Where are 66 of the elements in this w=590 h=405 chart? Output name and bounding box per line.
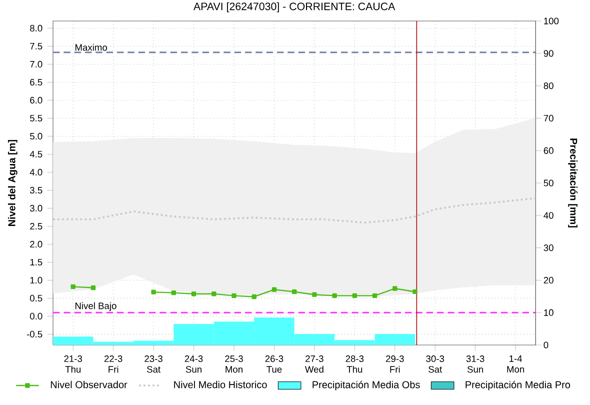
y-tick-label: 3.0 [30,204,42,212]
y2-tick-label: 10 [544,309,554,316]
x-tick-label: 21-3 Thu [64,355,82,373]
x-tick-label: 28-3 Thu [346,355,364,373]
y-axis-title: Nivel del Agua [m] [8,140,18,226]
legend-label: Precipitación Media Pro [466,380,570,390]
point [151,290,156,294]
y-tick-label: 3.5 [30,186,42,194]
point [312,292,317,297]
y-tick-label: 4.0 [30,168,42,176]
point [191,292,196,296]
x-tick-label: 1-4 Mon [507,355,524,373]
point [70,284,76,290]
y-tick-label: 6.5 [30,78,42,86]
x-tick-label: 31-3 Sun [466,355,484,373]
y-tick-label: 2.0 [30,240,42,248]
point [412,289,418,294]
y-tick-label: 1.5 [30,258,42,266]
y2-tick-label: 40 [544,212,554,219]
y2-axis-title: Precipitación [mm] [568,138,578,228]
point [392,286,398,291]
point [212,292,216,296]
chart-title: APAVI [26247030] - CORRIENTE: CAUCA [193,2,396,12]
point [171,290,176,296]
y2-tick-label: 70 [544,114,554,122]
y-tick-label: 2.5 [30,222,42,230]
y2-tick-label: 90 [544,50,554,57]
y-tick-label: 6.0 [30,96,42,104]
y-tick-label: 5.0 [30,132,42,140]
point [90,285,96,290]
y-tick-label: 4.5 [30,150,42,158]
y-tick-label: 7.0 [30,60,42,68]
y2-tick-label: 0 [544,342,548,348]
y-tick-label: 8.0 [30,24,42,32]
y-tick-label: -0.5 [26,330,42,338]
x-tick-label: 26-3 Tue [265,355,284,373]
x-tick-label: 24-3 Sun [184,355,203,373]
legend-label: Precipitación Media Obs [312,380,420,390]
x-tick-label: 27-3 Wed [304,355,324,373]
y2-tick-label: 80 [544,82,554,90]
y-tick-label: 5.5 [30,114,42,122]
y-tick-label: 0.5 [30,294,42,302]
y2-tick-label: 100 [544,18,559,24]
y2-tick-label: 30 [544,244,554,252]
x-tick-label: 25-3 Mon [225,355,243,373]
x-tick-label: 30-3 Sat [426,355,444,373]
y2-tick-label: 50 [544,180,554,186]
point [332,293,337,298]
y-tick-label: 7.5 [30,42,42,50]
legend-label: Nivel Observador [50,380,128,388]
point [252,294,256,300]
point [352,293,357,298]
x-tick-label: 22-3 Fri [104,355,122,373]
y-tick-label: 0.0 [30,312,42,320]
ref-line-label: Nivel Bajo [75,302,116,312]
y2-tick-label: 20 [544,276,554,284]
y2-tick-label: 60 [544,147,554,154]
point [272,287,277,292]
y-tick-label: 1.0 [30,276,42,284]
point [372,293,378,298]
point [232,293,236,298]
ref-line-label: Maximo [75,44,107,51]
x-tick-label: 29-3 Fri [386,355,404,373]
point [292,289,297,294]
x-tick-label: 23-3 Sat [144,355,162,373]
legend-label: Nivel Medio Historico [174,380,267,388]
